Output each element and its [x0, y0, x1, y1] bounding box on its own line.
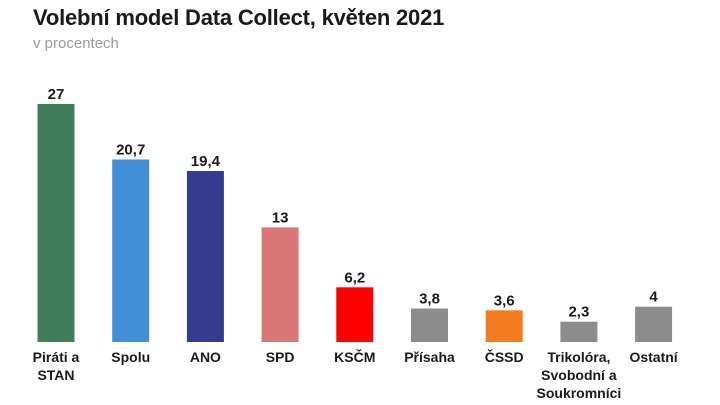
value-label: 19,4: [191, 153, 221, 170]
category-label: SPD: [266, 349, 295, 365]
value-label: 6,2: [344, 269, 365, 286]
bar: [112, 159, 150, 342]
category-label: Přísaha: [404, 349, 455, 365]
bar: [336, 287, 374, 342]
category-label: ČSSD: [485, 348, 524, 365]
category-label: Spolu: [111, 349, 150, 365]
bar: [186, 171, 224, 342]
bar: [261, 227, 299, 342]
category-label: KSČM: [334, 348, 375, 365]
bar: [37, 104, 75, 342]
value-label: 27: [48, 86, 65, 103]
bar: [411, 308, 448, 342]
bar: [485, 310, 523, 342]
bar: [635, 306, 673, 342]
value-label: 20,7: [116, 142, 145, 159]
category-label: ANO: [190, 349, 221, 365]
chart-title: Volební model Data Collect, květen 2021: [33, 5, 445, 30]
category-label: Ostatní: [629, 349, 678, 365]
value-label: 2,3: [568, 304, 589, 321]
value-label: 3,8: [419, 291, 440, 308]
category-label: Trikolóra, Svobodní a Soukromníci: [537, 349, 622, 401]
chart-subtitle: v procentech: [33, 35, 119, 52]
bar: [560, 321, 598, 342]
value-label: 4: [649, 289, 658, 306]
category-label: Piráti a STAN: [33, 349, 80, 383]
value-label: 3,6: [494, 292, 515, 309]
value-label: 13: [272, 209, 289, 226]
